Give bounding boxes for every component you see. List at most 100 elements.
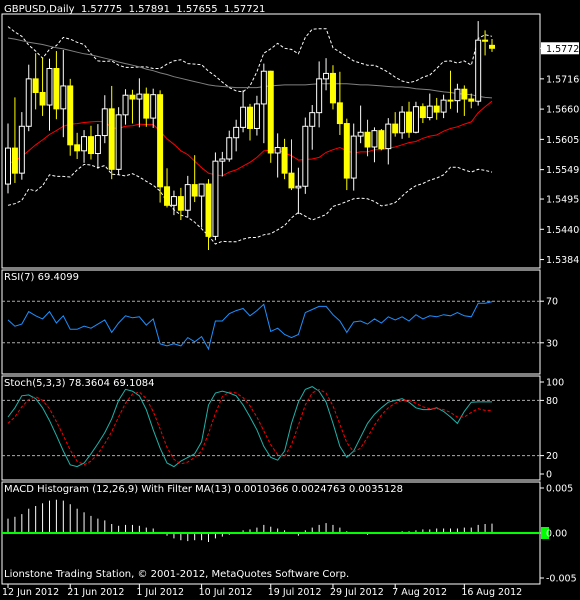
price-panel <box>5 21 495 251</box>
candle-body <box>108 108 115 170</box>
candle-body <box>247 106 253 129</box>
stoch-frame <box>1 375 541 481</box>
candle-body <box>205 183 212 237</box>
candle-body <box>406 111 413 133</box>
candle-body <box>53 68 60 110</box>
candle-body <box>122 94 129 116</box>
candle-body <box>323 72 330 80</box>
candle-body <box>129 94 136 100</box>
stoch-title: Stoch(5,3,3) 78.3604 69.1084 <box>4 378 155 389</box>
candle-body <box>461 88 468 100</box>
candle-body <box>378 130 385 150</box>
candle-body <box>164 186 171 206</box>
date-tick-label: 10 Jul 2012 <box>199 587 253 598</box>
candle-body <box>67 85 74 146</box>
candle-body <box>426 105 433 119</box>
axis-labels: 1.57721 1.57160 1.56605 1.56050 1.55495 1.549… <box>2 42 580 598</box>
price-tick-label: 1.53845 <box>546 255 580 266</box>
symbol-title: GBPUSD,Daily 1.57775 1.57891 1.57655 1.5… <box>4 4 265 16</box>
candle-body <box>267 70 274 154</box>
candle-body <box>184 184 191 211</box>
date-tick-label: 7 Aug 2012 <box>392 587 447 598</box>
candle-body <box>309 112 316 127</box>
ohlc-close: 1.57721 <box>224 4 266 15</box>
candle-body <box>302 125 309 187</box>
price-tick-label: 1.55495 <box>546 165 580 176</box>
candle-body <box>101 108 108 137</box>
candle-body <box>32 78 39 93</box>
candle-body <box>419 106 426 119</box>
candle-body <box>25 78 32 127</box>
ohlc-high: 1.57891 <box>128 4 170 15</box>
candle-body <box>191 184 198 197</box>
candle-body <box>343 123 350 179</box>
candle-body <box>440 99 447 113</box>
slow-ma-line <box>7 37 493 99</box>
candle-body <box>260 70 267 105</box>
candle-body <box>39 91 46 106</box>
candle-body <box>371 130 378 148</box>
fast-ma-line <box>7 100 493 177</box>
candle-body <box>364 131 371 148</box>
price-tick-label: 1.57160 <box>546 74 580 85</box>
candle-body <box>447 99 454 102</box>
candle-body <box>198 183 205 197</box>
candle-body <box>170 196 177 206</box>
candle-body <box>136 93 143 100</box>
candle-body <box>143 93 150 119</box>
candle-body <box>46 68 53 106</box>
date-tick-label: 21 Jun 2012 <box>67 587 124 598</box>
rsi-panel <box>2 300 540 351</box>
stoch-panel <box>2 386 540 468</box>
candle-body <box>336 102 343 125</box>
price-tick-label: 1.56605 <box>546 105 580 116</box>
ohlc-open: 1.57775 <box>80 4 123 15</box>
ohlc-low: 1.57655 <box>176 4 218 15</box>
current-price-tag <box>541 42 579 55</box>
candle-body <box>226 137 233 160</box>
candle-body <box>157 94 164 188</box>
candle-body <box>219 158 226 162</box>
price-tick-label: 1.54955 <box>546 195 580 206</box>
price-tick-label: 1.56050 <box>546 135 580 146</box>
candle-body <box>18 125 25 174</box>
candle-body <box>468 98 475 102</box>
candle-body <box>357 131 364 137</box>
candle-body <box>281 147 288 174</box>
date-tick-label: 29 Jul 2012 <box>330 587 384 598</box>
macd-panel <box>2 499 540 542</box>
stoch-tick-label: 20 <box>546 451 558 462</box>
stoch-signal-line <box>7 388 492 466</box>
candle-body <box>385 123 392 150</box>
candle-body <box>87 136 94 155</box>
macd-tick-label: -0.005 <box>546 574 577 585</box>
copyright-footer: Lionstone Trading Station, © 2001-2012, … <box>4 569 350 580</box>
price-frame <box>1 13 541 269</box>
date-tick-label: 19 Jul 2012 <box>268 587 322 598</box>
candle-body <box>233 126 240 139</box>
candle-body <box>399 111 406 134</box>
rsi-line <box>7 301 493 351</box>
candle-body <box>482 39 489 42</box>
candle-body <box>253 103 260 129</box>
candle-body <box>11 147 18 174</box>
macd-tick-label: 0.005 <box>546 484 573 495</box>
candle-body <box>475 39 482 102</box>
stoch-tick-label: 0 <box>546 470 552 481</box>
candle-body <box>350 135 357 179</box>
date-tick-label: 16 Aug 2012 <box>461 587 522 598</box>
candle-body <box>329 72 336 104</box>
rsi-frame <box>1 269 541 375</box>
candle-body <box>316 78 323 114</box>
date-tick-label: 1 Jul 2012 <box>136 587 184 598</box>
candle-body <box>94 135 101 155</box>
price-tick-label: 1.54400 <box>546 225 580 236</box>
rsi-title: RSI(7) 69.4099 <box>4 272 79 283</box>
candle-body <box>81 136 88 152</box>
candle-body <box>60 85 67 110</box>
candle-body <box>295 185 302 189</box>
candle-body <box>150 94 157 119</box>
candle-body <box>177 196 184 211</box>
bollinger-lower-line <box>7 163 493 245</box>
candle-body <box>489 44 495 49</box>
